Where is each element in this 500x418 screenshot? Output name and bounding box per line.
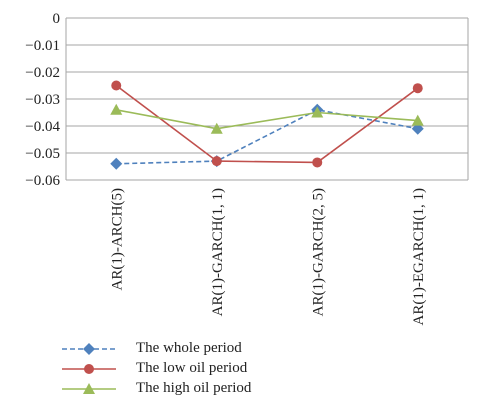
data-point — [110, 103, 123, 115]
data-point — [411, 122, 424, 135]
legend-item-low-oil-period: The low oil period — [60, 359, 320, 379]
data-point — [311, 106, 324, 118]
x-axis-ticks: AR(1)-ARCH(5) AR(1)-GARCH(1, 1) AR(1)-GARC… — [109, 188, 427, 325]
series-layer — [110, 80, 424, 170]
y-axis-ticks: 0 −0.01 −0.02 −0.03 −0.04 −0.05 −0.06 — [25, 11, 60, 189]
legend-swatch-high-oil-period — [62, 383, 116, 394]
legend-label-high-oil-period: The high oil period — [136, 380, 252, 396]
legend-label-whole-period: The whole period — [136, 340, 242, 356]
data-point — [411, 114, 424, 126]
data-point — [312, 157, 323, 168]
x-tick-label: AR(1)-GARCH(2, 5) — [310, 188, 326, 316]
legend-swatch-marker — [83, 383, 95, 394]
data-point — [111, 80, 122, 91]
data-point — [210, 122, 223, 134]
x-tick-label: AR(1)-ARCH(5) — [109, 188, 125, 291]
legend-label-low-oil-period: The low oil period — [136, 360, 248, 376]
y-tick-label: −0.04 — [25, 119, 60, 135]
legend: The whole period The low oil period The … — [60, 339, 320, 399]
series-line — [116, 109, 418, 130]
legend-item-whole-period: The whole period — [60, 339, 320, 359]
data-point — [211, 156, 222, 167]
legend-swatch-whole-period — [62, 343, 116, 355]
data-point — [412, 83, 423, 94]
gridlines — [65, 17, 469, 181]
y-tick-label: −0.03 — [25, 92, 60, 108]
legend-swatch-marker — [83, 343, 95, 355]
series-line — [116, 108, 418, 165]
y-tick-label: −0.02 — [25, 65, 60, 81]
x-tick-label: AR(1)-EGARCH(1, 1) — [411, 188, 427, 325]
series-line — [115, 84, 419, 164]
legend-swatch-marker — [84, 364, 94, 374]
legend-item-high-oil-period: The high oil period — [60, 379, 320, 399]
y-tick-label: −0.05 — [25, 146, 60, 162]
data-point — [110, 157, 123, 170]
y-tick-label: −0.01 — [25, 38, 60, 54]
y-tick-label: 0 — [53, 11, 61, 27]
legend-swatch-low-oil-period — [62, 364, 116, 374]
x-tick-label: AR(1)-GARCH(1, 1) — [210, 188, 226, 316]
y-tick-label: −0.06 — [25, 173, 60, 189]
